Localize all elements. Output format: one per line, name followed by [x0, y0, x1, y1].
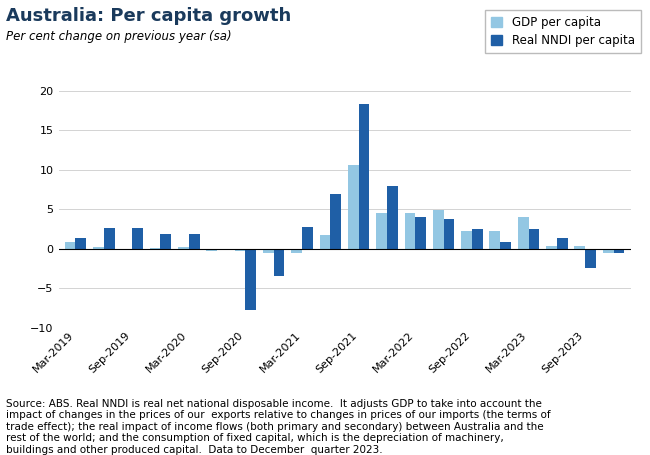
- Bar: [489, 231, 500, 249]
- Bar: [93, 247, 104, 249]
- Bar: [528, 229, 539, 249]
- Bar: [65, 243, 75, 249]
- Bar: [330, 194, 341, 249]
- Bar: [291, 249, 302, 253]
- Bar: [206, 249, 217, 251]
- Bar: [603, 249, 614, 253]
- Bar: [188, 234, 200, 249]
- Text: Source: ABS. Real NNDI is real net national disposable income.  It adjusts GDP t: Source: ABS. Real NNDI is real net natio…: [6, 399, 551, 455]
- Bar: [443, 219, 454, 249]
- Bar: [348, 165, 359, 249]
- Bar: [359, 104, 369, 249]
- Bar: [585, 249, 596, 268]
- Bar: [461, 231, 472, 249]
- Bar: [150, 248, 161, 249]
- Bar: [500, 243, 511, 249]
- Text: Australia: Per capita growth: Australia: Per capita growth: [6, 7, 292, 25]
- Bar: [132, 228, 143, 249]
- Bar: [274, 249, 285, 276]
- Legend: GDP per capita, Real NNDI per capita: GDP per capita, Real NNDI per capita: [485, 10, 641, 53]
- Bar: [263, 249, 274, 253]
- Bar: [557, 238, 567, 249]
- Bar: [472, 229, 483, 249]
- Bar: [161, 234, 171, 249]
- Bar: [376, 213, 387, 249]
- Bar: [546, 246, 557, 249]
- Bar: [246, 249, 256, 310]
- Bar: [75, 238, 86, 249]
- Bar: [178, 247, 188, 249]
- Bar: [614, 249, 624, 253]
- Bar: [387, 186, 398, 249]
- Bar: [320, 235, 330, 249]
- Bar: [404, 213, 415, 249]
- Bar: [235, 249, 246, 251]
- Bar: [415, 217, 426, 249]
- Bar: [518, 217, 528, 249]
- Text: Per cent change on previous year (sa): Per cent change on previous year (sa): [6, 30, 232, 43]
- Bar: [104, 228, 114, 249]
- Bar: [433, 210, 443, 249]
- Bar: [575, 246, 585, 249]
- Bar: [302, 228, 313, 249]
